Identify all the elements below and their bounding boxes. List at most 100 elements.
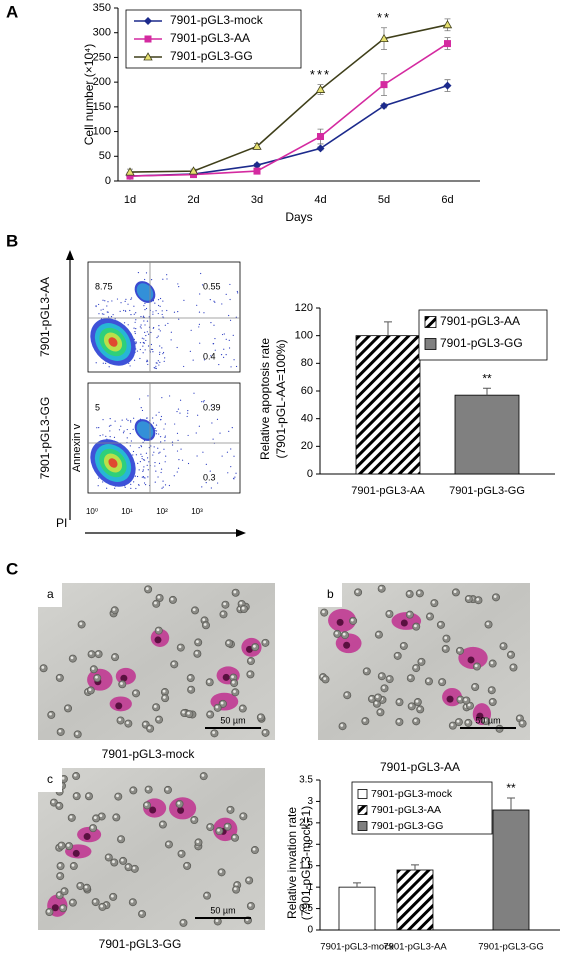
flow-event bbox=[96, 427, 98, 429]
flow-event bbox=[140, 453, 142, 455]
y-tick-label: 100 bbox=[93, 125, 111, 137]
flow-event bbox=[212, 343, 215, 345]
flow-event bbox=[123, 430, 125, 432]
pore-center bbox=[93, 816, 97, 819]
flow-event bbox=[230, 448, 232, 450]
y-tick-label: 1.5 bbox=[299, 860, 313, 871]
nucleus bbox=[467, 656, 475, 664]
pore-center bbox=[59, 843, 63, 847]
flow-event bbox=[135, 343, 137, 345]
flow-event bbox=[143, 482, 146, 484]
pore-center bbox=[233, 887, 237, 891]
flow-event bbox=[138, 469, 140, 471]
marker bbox=[316, 144, 325, 153]
flow-event bbox=[155, 310, 157, 312]
nucleus bbox=[115, 702, 123, 710]
flow-event bbox=[154, 302, 156, 304]
flow-event bbox=[134, 331, 136, 333]
flow-event bbox=[130, 440, 132, 442]
legend-swatch bbox=[357, 805, 368, 815]
pore-center bbox=[66, 843, 70, 847]
flow-event bbox=[157, 335, 159, 337]
pore-center bbox=[78, 883, 81, 887]
flow-event bbox=[235, 472, 237, 474]
pore-center bbox=[118, 837, 122, 840]
flow-event bbox=[113, 436, 116, 438]
flow-event bbox=[135, 487, 137, 490]
flow-event bbox=[164, 461, 166, 463]
scale-bar-label: 50 µm bbox=[220, 715, 245, 725]
legend-label: 7901-pGL3-AA bbox=[170, 31, 250, 45]
flow-event bbox=[110, 315, 113, 318]
flow-event bbox=[187, 434, 189, 437]
pore-center bbox=[118, 718, 122, 722]
nucleus bbox=[400, 619, 408, 627]
pore-center bbox=[79, 622, 83, 626]
flow-event bbox=[127, 303, 129, 305]
pore-center bbox=[340, 724, 344, 727]
pore-center bbox=[215, 919, 219, 923]
flow-event bbox=[203, 312, 205, 314]
flow-event bbox=[228, 430, 230, 432]
nucleus bbox=[154, 636, 162, 644]
pore-center bbox=[415, 699, 419, 703]
flow-event bbox=[144, 309, 146, 311]
flow-event bbox=[216, 418, 219, 420]
flow-event bbox=[164, 484, 167, 486]
pore-center bbox=[418, 707, 421, 711]
pore-center bbox=[252, 847, 256, 851]
flow-event bbox=[162, 316, 164, 318]
pore-center bbox=[74, 793, 78, 797]
pore-center bbox=[51, 800, 55, 804]
pore-center bbox=[99, 814, 103, 818]
flow-event bbox=[139, 357, 141, 360]
flow-event bbox=[158, 452, 160, 454]
flow-event bbox=[151, 348, 154, 351]
marker bbox=[126, 172, 134, 180]
flow-event bbox=[214, 349, 216, 351]
flow-event bbox=[123, 309, 125, 312]
flow-event bbox=[187, 410, 189, 412]
legend-swatch bbox=[424, 316, 437, 328]
flow-density bbox=[136, 421, 154, 439]
flow-event bbox=[154, 461, 156, 464]
flow-event bbox=[171, 441, 174, 443]
pore-center bbox=[226, 641, 230, 644]
flow-event bbox=[198, 425, 200, 427]
flow-event bbox=[158, 462, 161, 464]
flow-event bbox=[159, 361, 161, 364]
pore-center bbox=[444, 636, 448, 640]
flow-event bbox=[120, 425, 122, 427]
flow-event bbox=[186, 415, 188, 418]
pore-center bbox=[493, 595, 497, 598]
flow-event bbox=[197, 414, 199, 416]
flow-event bbox=[154, 367, 156, 369]
flow-event bbox=[140, 446, 143, 448]
flow-event bbox=[142, 459, 145, 461]
flow-event bbox=[153, 367, 155, 369]
y-tick-label: 0 bbox=[105, 175, 111, 187]
y-axis-title: Relative apoptosis rate bbox=[258, 338, 272, 460]
flow-event bbox=[219, 432, 221, 434]
flow-event bbox=[225, 354, 227, 356]
flow-event bbox=[108, 425, 111, 427]
flow-event bbox=[126, 428, 128, 431]
flow-event bbox=[145, 334, 147, 337]
pore-center bbox=[520, 721, 524, 725]
flow-density bbox=[136, 283, 154, 301]
flow-event bbox=[221, 333, 224, 336]
pore-center bbox=[196, 840, 200, 844]
pore-center bbox=[73, 773, 77, 777]
flow-event bbox=[161, 397, 163, 399]
y-tick-label: 300 bbox=[93, 27, 111, 39]
flow-event bbox=[146, 359, 148, 361]
y-tick-label: 1 bbox=[307, 882, 313, 893]
pore-center bbox=[458, 697, 462, 701]
pore-center bbox=[100, 904, 104, 908]
flow-event bbox=[158, 328, 160, 330]
flow-event bbox=[229, 319, 232, 321]
pore-center bbox=[223, 602, 227, 606]
pore-center bbox=[62, 889, 66, 892]
flow-event bbox=[176, 432, 179, 434]
pore-center bbox=[466, 596, 470, 600]
